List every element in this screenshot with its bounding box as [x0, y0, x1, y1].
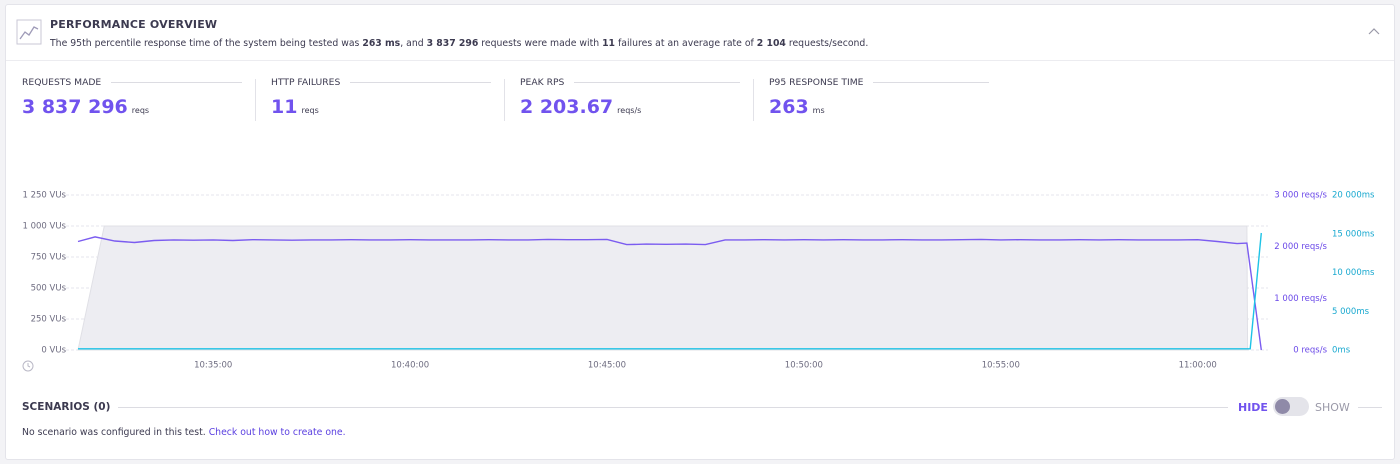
y-tick-label: 750 VUs — [31, 253, 67, 263]
metric: PEAK RPS 2 203.67 reqs/s — [520, 77, 740, 118]
y2-tick-label: 0 reqs/s — [1293, 346, 1327, 356]
clock-icon — [22, 360, 34, 372]
separator — [753, 79, 754, 121]
scenarios-title: SCENARIOS (0) — [22, 401, 111, 413]
rule — [574, 82, 740, 83]
metric-value: 263 — [769, 96, 809, 118]
summary-part: The 95th percentile response time of the… — [50, 38, 363, 49]
y3-tick-label: 20 000ms — [1332, 191, 1375, 201]
series-line — [77, 236, 1262, 351]
x-tick-label: 11:00:00 — [1179, 361, 1217, 371]
y-tick-label: 500 VUs — [31, 284, 67, 294]
metric-value-row: 263 ms — [769, 96, 989, 118]
y-tick-label: 0 VUs — [41, 346, 66, 356]
vus-area — [77, 225, 1249, 351]
metric-label-row: REQUESTS MADE — [22, 77, 242, 88]
summary-part: failures at an average rate of — [615, 38, 757, 49]
y3-tick-label: 5 000ms — [1332, 307, 1370, 317]
metric-unit: reqs/s — [617, 106, 642, 115]
rule — [111, 82, 242, 83]
y-tick-label: 1 000 VUs — [22, 222, 66, 232]
summary-part: 263 ms — [362, 38, 401, 49]
x-tick-label: 10:35:00 — [194, 361, 232, 371]
separator — [504, 79, 505, 121]
rule — [118, 407, 1228, 408]
metric-value-row: 3 837 296 reqs — [22, 96, 242, 118]
summary-part: requests were made with — [478, 38, 603, 49]
chart-icon — [16, 19, 42, 45]
metric: P95 RESPONSE TIME 263 ms — [769, 77, 989, 118]
y2-tick-label: 1 000 reqs/s — [1274, 294, 1327, 304]
x-tick-label: 10:55:00 — [982, 361, 1020, 371]
summary-part: , and — [400, 38, 427, 49]
metric: HTTP FAILURES 11 reqs — [271, 77, 491, 118]
message: No scenario was configured in this test. — [22, 427, 206, 438]
collapse-button[interactable] — [1368, 27, 1380, 35]
hide-label[interactable]: HIDE — [1238, 401, 1268, 414]
series-line — [78, 232, 1262, 350]
x-tick-label: 10:40:00 — [391, 361, 429, 371]
x-tick-label: 10:45:00 — [588, 361, 626, 371]
summary-part: 11 — [602, 38, 616, 49]
metric-label: REQUESTS MADE — [22, 77, 102, 88]
metric-label: P95 RESPONSE TIME — [769, 77, 864, 88]
metric-value-row: 2 203.67 reqs/s — [520, 96, 740, 118]
metric-value: 3 837 296 — [22, 96, 128, 118]
x-tick-label: 10:50:00 — [785, 361, 823, 371]
scenarios-message: No scenario was configured in this test.… — [22, 427, 346, 438]
metric-label-row: P95 RESPONSE TIME — [769, 77, 989, 88]
summary-part: requests/second. — [785, 38, 869, 49]
summary: The 95th percentile response time of the… — [50, 38, 868, 49]
rule — [1358, 407, 1382, 408]
divider — [6, 60, 1394, 61]
metric-label-row: PEAK RPS — [520, 77, 740, 88]
metric-label-row: HTTP FAILURES — [271, 77, 491, 88]
rule — [350, 82, 491, 83]
metric-label: PEAK RPS — [520, 77, 565, 88]
metric: REQUESTS MADE 3 837 296 reqs — [22, 77, 242, 118]
summary-part: 3 837 296 — [426, 38, 479, 49]
metric-value: 11 — [271, 96, 298, 118]
rule — [873, 82, 989, 83]
help-link[interactable]: Check out how to create one. — [208, 427, 346, 438]
metric-value: 2 203.67 — [520, 96, 614, 118]
metric-value-row: 11 reqs — [271, 96, 491, 118]
y-tick-label: 1 250 VUs — [22, 191, 66, 201]
separator — [255, 79, 256, 121]
y3-tick-label: 15 000ms — [1332, 229, 1375, 239]
toggle-knob — [1275, 399, 1290, 414]
y2-tick-label: 3 000 reqs/s — [1274, 191, 1327, 201]
metric-unit: ms — [812, 106, 825, 115]
y3-tick-label: 0ms — [1332, 346, 1351, 356]
metric-unit: reqs — [301, 106, 319, 115]
y2-tick-label: 2 000 reqs/s — [1274, 242, 1327, 252]
y-tick-label: 250 VUs — [31, 315, 67, 325]
show-label[interactable]: SHOW — [1315, 401, 1350, 414]
metric-label: HTTP FAILURES — [271, 77, 341, 88]
metric-unit: reqs — [131, 106, 150, 115]
y3-tick-label: 10 000ms — [1332, 268, 1375, 278]
summary-part: 2 104 — [756, 38, 786, 49]
toggle[interactable] — [1273, 397, 1309, 416]
section-title: PERFORMANCE OVERVIEW — [50, 18, 218, 31]
